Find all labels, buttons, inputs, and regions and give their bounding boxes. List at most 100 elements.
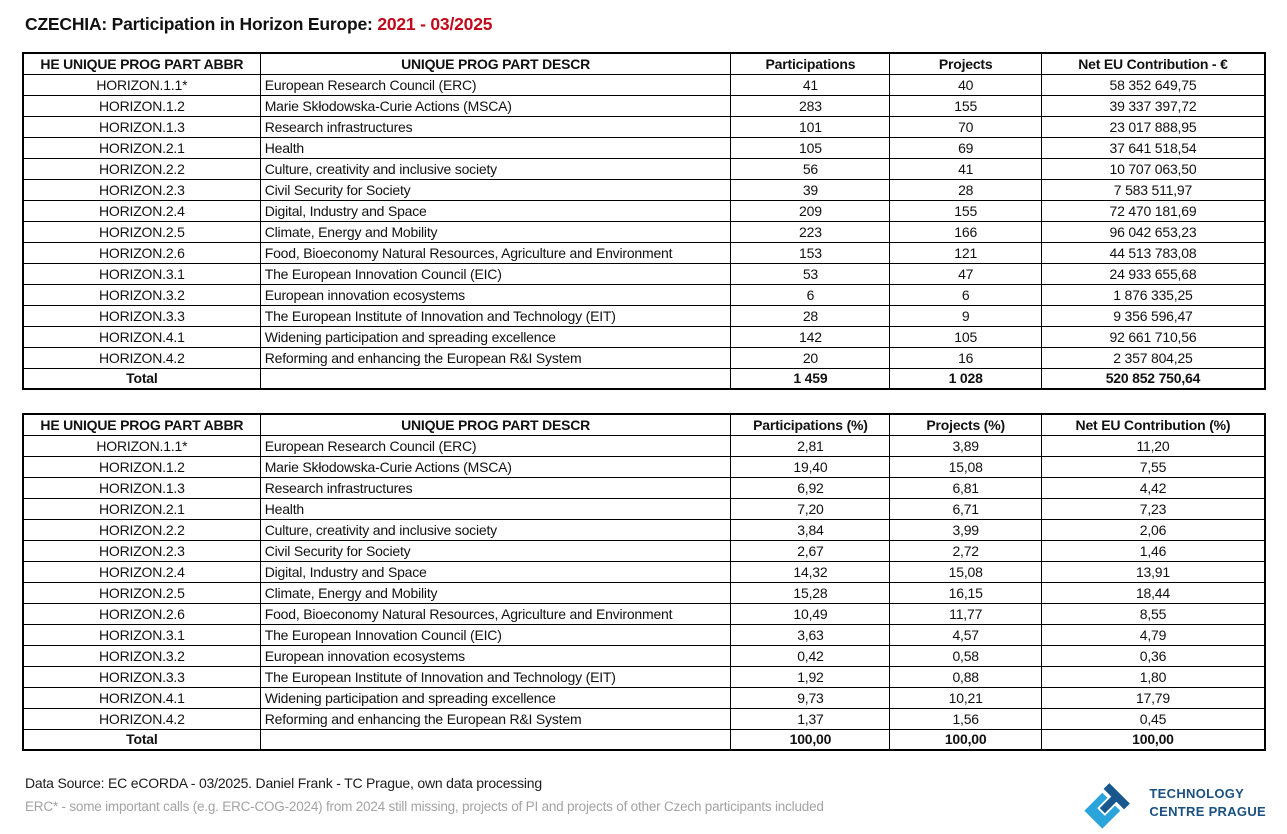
col-header-projects-pct: Projects (%) [889, 413, 1042, 436]
prog-descr-cell: The European Innovation Council (EIC) [259, 623, 732, 646]
prog-abbr-cell: HORIZON.4.2 [22, 707, 261, 730]
value-cell: 40 [889, 73, 1042, 96]
prog-descr-cell: Widening participation and spreading exc… [259, 325, 732, 348]
table-row: HORIZON.1.2 Marie Skłodowska-Curie Action… [22, 94, 1266, 117]
prog-abbr-cell: HORIZON.2.1 [22, 136, 261, 159]
total-label-cell: Total [22, 728, 261, 751]
value-cell: 3,99 [889, 518, 1042, 541]
total-row: Total 1 459 1 028 520 852 750,64 [22, 367, 1266, 390]
value-cell: 4,79 [1040, 623, 1266, 646]
col-header-abbr: HE UNIQUE PROG PART ABBR [22, 52, 261, 75]
prog-abbr-cell: HORIZON.2.5 [22, 220, 261, 243]
prog-descr-cell: Climate, Energy and Mobility [259, 581, 732, 604]
value-cell: 105 [889, 325, 1042, 348]
value-cell: 105 [730, 136, 891, 159]
erc-footnote-text: ERC* - some important calls (e.g. ERC-CO… [25, 799, 824, 814]
table-row: HORIZON.1.1* European Research Council (E… [22, 434, 1266, 457]
value-cell: 70 [889, 115, 1042, 138]
col-header-participations: Participations [730, 52, 891, 75]
value-cell: 15,28 [730, 581, 891, 604]
value-cell: 16,15 [889, 581, 1042, 604]
value-cell: 44 513 783,08 [1040, 241, 1266, 264]
logo-line-1: TECHNOLOGY [1149, 786, 1245, 802]
total-empty-cell [259, 728, 732, 751]
footer-notes: Data Source: EC eCORDA - 03/2025. Daniel… [25, 772, 824, 814]
prog-abbr-cell: HORIZON.1.2 [22, 455, 261, 478]
value-cell: 7,55 [1040, 455, 1266, 478]
prog-abbr-cell: HORIZON.3.3 [22, 665, 261, 688]
total-contribution-cell: 520 852 750,64 [1040, 367, 1266, 390]
value-cell: 121 [889, 241, 1042, 264]
total-projects-pct-cell: 100,00 [889, 728, 1042, 751]
table-row: HORIZON.2.5 Climate, Energy and Mobility 1… [22, 581, 1266, 604]
value-cell: 41 [730, 73, 891, 96]
prog-abbr-cell: HORIZON.2.4 [22, 560, 261, 583]
value-cell: 10,49 [730, 602, 891, 625]
prog-abbr-cell: HORIZON.2.2 [22, 157, 261, 180]
prog-abbr-cell: HORIZON.4.1 [22, 325, 261, 348]
prog-descr-cell: Research infrastructures [259, 476, 732, 499]
value-cell: 23 017 888,95 [1040, 115, 1266, 138]
table-row: HORIZON.3.3 The European Institute of Inn… [22, 665, 1266, 688]
total-participations-cell: 1 459 [730, 367, 891, 390]
prog-descr-cell: Reforming and enhancing the European R&I… [259, 707, 732, 730]
table-row: HORIZON.2.1 Health 105 69 37 641 518,54 [22, 136, 1266, 159]
logo-line-2: CENTRE PRAGUE [1149, 804, 1266, 819]
value-cell: 0,58 [889, 644, 1042, 667]
prog-abbr-cell: HORIZON.4.1 [22, 686, 261, 709]
value-cell: 101 [730, 115, 891, 138]
value-cell: 142 [730, 325, 891, 348]
value-cell: 209 [730, 199, 891, 222]
value-cell: 11,20 [1040, 434, 1266, 457]
table-row: HORIZON.3.2 European innovation ecosystem… [22, 283, 1266, 306]
prog-abbr-cell: HORIZON.2.3 [22, 539, 261, 562]
prog-abbr-cell: HORIZON.3.2 [22, 283, 261, 306]
prog-descr-cell: Food, Bioeconomy Natural Resources, Agri… [259, 241, 732, 264]
prog-descr-cell: European Research Council (ERC) [259, 73, 732, 96]
value-cell: 72 470 181,69 [1040, 199, 1266, 222]
col-header-descr: UNIQUE PROG PART DESCR [259, 52, 732, 75]
prog-descr-cell: Food, Bioeconomy Natural Resources, Agri… [259, 602, 732, 625]
table-row: HORIZON.2.1 Health 7,20 6,71 7,23 [22, 497, 1266, 520]
value-cell: 47 [889, 262, 1042, 285]
value-cell: 3,84 [730, 518, 891, 541]
prog-abbr-cell: HORIZON.3.2 [22, 644, 261, 667]
prog-descr-cell: Culture, creativity and inclusive societ… [259, 518, 732, 541]
total-row: Total 100,00 100,00 100,00 [22, 728, 1266, 751]
prog-descr-cell: Culture, creativity and inclusive societ… [259, 157, 732, 180]
value-cell: 2,06 [1040, 518, 1266, 541]
value-cell: 92 661 710,56 [1040, 325, 1266, 348]
prog-abbr-cell: HORIZON.1.3 [22, 115, 261, 138]
table-row: HORIZON.4.1 Widening participation and sp… [22, 686, 1266, 709]
data-source-text: Data Source: EC eCORDA - 03/2025. Daniel… [25, 775, 542, 791]
prog-abbr-cell: HORIZON.1.1* [22, 73, 261, 96]
value-cell: 7 583 511,97 [1040, 178, 1266, 201]
col-header-contribution-pct: Net EU Contribution (%) [1040, 413, 1266, 436]
value-cell: 15,08 [889, 455, 1042, 478]
value-cell: 1 876 335,25 [1040, 283, 1266, 306]
prog-descr-cell: Civil Security for Society [259, 178, 732, 201]
value-cell: 6,71 [889, 497, 1042, 520]
value-cell: 7,23 [1040, 497, 1266, 520]
col-header-participations-pct: Participations (%) [730, 413, 891, 436]
value-cell: 0,36 [1040, 644, 1266, 667]
value-cell: 9 [889, 304, 1042, 327]
value-cell: 6,81 [889, 476, 1042, 499]
table-row: HORIZON.3.3 The European Institute of Inn… [22, 304, 1266, 327]
prog-descr-cell: European innovation ecosystems [259, 644, 732, 667]
prog-abbr-cell: HORIZON.3.1 [22, 623, 261, 646]
value-cell: 28 [730, 304, 891, 327]
value-cell: 10 707 063,50 [1040, 157, 1266, 180]
footer: Data Source: EC eCORDA - 03/2025. Daniel… [25, 772, 1266, 834]
table-row: HORIZON.3.2 European innovation ecosystem… [22, 644, 1266, 667]
value-cell: 166 [889, 220, 1042, 243]
value-cell: 1,80 [1040, 665, 1266, 688]
col-header-descr: UNIQUE PROG PART DESCR [259, 413, 732, 436]
value-cell: 8,55 [1040, 602, 1266, 625]
table-header-row: HE UNIQUE PROG PART ABBR UNIQUE PROG PAR… [22, 413, 1266, 436]
value-cell: 69 [889, 136, 1042, 159]
value-cell: 37 641 518,54 [1040, 136, 1266, 159]
prog-descr-cell: The European Institute of Innovation and… [259, 665, 732, 688]
value-cell: 6,92 [730, 476, 891, 499]
page-title: CZECHIA: Participation in Horizon Europe… [25, 14, 492, 35]
